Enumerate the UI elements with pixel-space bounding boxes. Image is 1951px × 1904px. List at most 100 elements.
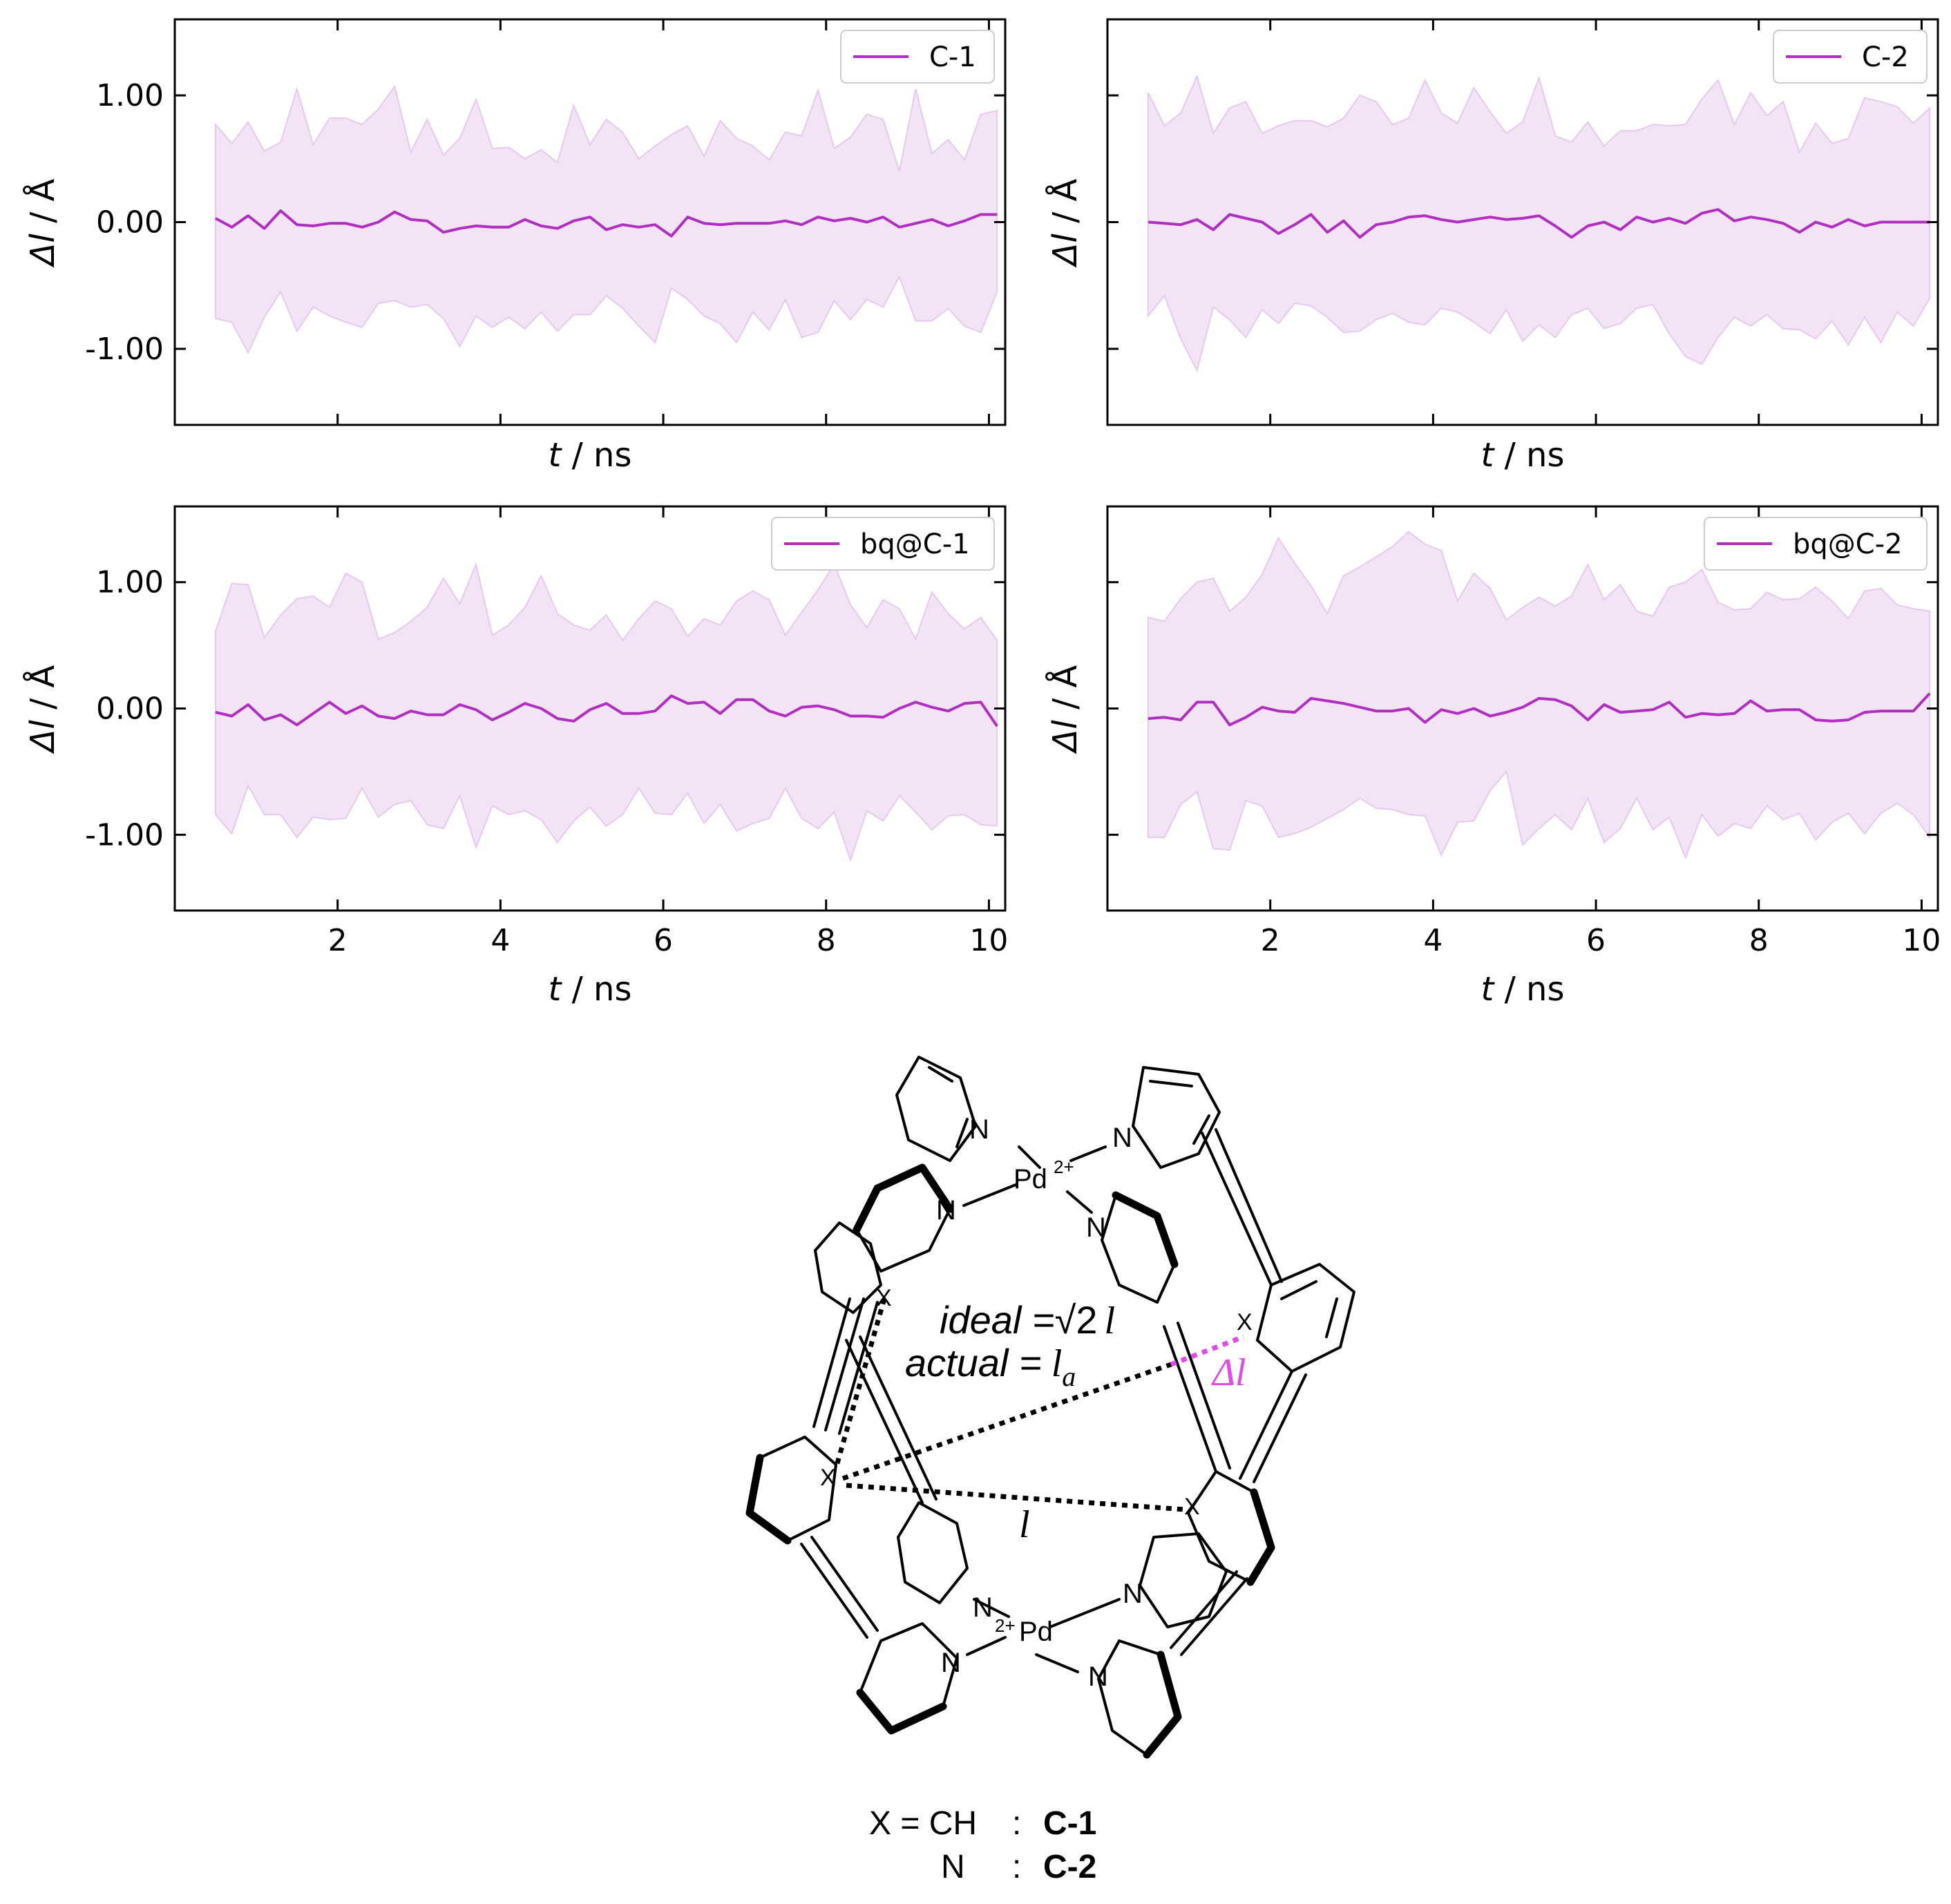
legend-label: bq@C-2 [1793, 529, 1903, 560]
cage-structure-diagram: N N N N Pd 2+ N N N N 2+ Pd X X X X idea… [745, 1056, 1355, 1759]
chart-panel-3: 2 4 6 8 10 1.00 0.00 -1.00 t / ns Δl / Å bq@C-1 [23, 505, 1008, 1009]
l-label: l [1019, 1503, 1030, 1546]
x-axis-label: t / ns [1481, 970, 1565, 1009]
y-tick-label: -1.00 [85, 817, 164, 853]
caption-line2-right: C-2 [1043, 1849, 1096, 1885]
x-tick-label: 6 [654, 923, 673, 958]
pyridine-ring-center-right [1139, 1532, 1228, 1628]
actual-prefix: actual = [905, 1341, 1042, 1384]
atom-pd-bottom-charge: 2+ [995, 1615, 1016, 1636]
y-axis-label-unit: / Å [1045, 178, 1085, 234]
y-axis-label: Δl / Å [1045, 178, 1085, 268]
x-tick-label: 6 [1586, 923, 1606, 958]
y-axis-label-unit: / Å [23, 178, 62, 234]
bonds [745, 1056, 1355, 1759]
pyridine-ring-front-right [1101, 1194, 1176, 1304]
x-tick-label: 4 [491, 923, 510, 958]
x-tick-label: 8 [1749, 923, 1769, 958]
atom-x-4: X [1184, 1494, 1200, 1520]
atom-pd-top: Pd [1013, 1164, 1047, 1194]
caption-line1-sep: : [1012, 1805, 1021, 1842]
std-band [1147, 74, 1931, 372]
y-axis-label: Δl / Å [1045, 665, 1085, 754]
benzene-ring-left-back [814, 1221, 882, 1314]
x-axis-label-var: t [1481, 436, 1496, 475]
atom-n-3: N [936, 1195, 956, 1226]
x-tick-label: 2 [1261, 923, 1280, 958]
caption-line1-left: X = CH [869, 1805, 977, 1842]
chart-panel-4: 2 4 6 8 10 t / ns Δl / Å bq@C-2 [1045, 505, 1941, 1009]
legend-box [1704, 517, 1928, 571]
caption: X = CH : C-1 N : C-2 [869, 1805, 1096, 1885]
distance-lines [833, 1298, 1186, 1512]
caption-line2-left: N [941, 1849, 965, 1885]
delta-l-label: Δl [1211, 1351, 1246, 1394]
mean-line [214, 209, 998, 238]
x-tick-label: 10 [969, 923, 1008, 958]
y-tick-label: 1.00 [96, 78, 164, 113]
distance-ideal [833, 1298, 887, 1469]
benzene-ring-right-upper [1256, 1263, 1355, 1373]
x-axis-label-unit: / ns [561, 436, 631, 475]
y-tick-label: 0.00 [96, 205, 164, 240]
x-axis-label-unit: / ns [1494, 970, 1564, 1009]
y-tick-label: -1.00 [85, 332, 164, 367]
std-band [214, 562, 998, 863]
x-axis-label-var: t [549, 436, 563, 475]
x-axis-label-unit: / ns [561, 970, 631, 1009]
legend-label: C-2 [1862, 41, 1909, 73]
ideal-var: l [1104, 1300, 1115, 1342]
y-axis-label-var: Δl [23, 234, 62, 269]
x-tick-label: 4 [1423, 923, 1443, 958]
pyridine-ring-top-right [1132, 1066, 1221, 1169]
x-axis-label: t / ns [549, 436, 632, 475]
chart-panel-2: t / ns Δl / Å C-2 [1045, 18, 1939, 475]
legend-label: C-1 [929, 41, 976, 73]
legend: bq@C-1 [771, 517, 995, 571]
y-axis-label-unit: / Å [1045, 665, 1085, 720]
x-tick-label: 8 [817, 923, 836, 958]
chart-panel-1: 1.00 0.00 -1.00 t / ns Δl / Å C-1 [23, 18, 1007, 475]
distance-actual [841, 1362, 1172, 1481]
chart-grid: 1.00 0.00 -1.00 t / ns Δl / Å C-1 t / ns Δl / Å… [23, 18, 1941, 1009]
legend: bq@C-2 [1704, 517, 1928, 571]
distance-delta [1170, 1334, 1245, 1367]
x-axis-label-var: t [549, 970, 563, 1009]
actual-label: actual = la [905, 1341, 1076, 1392]
atom-n-2: N [1112, 1123, 1132, 1153]
y-axis-label-var: Δl [1046, 720, 1085, 755]
std-band [214, 84, 998, 354]
x-axis-label: t / ns [1481, 436, 1565, 475]
y-axis-label: Δl / Å [23, 178, 62, 268]
atom-x-3: X [820, 1465, 836, 1491]
x-tick-label: 2 [328, 923, 348, 958]
mean-line [1148, 692, 1931, 727]
x-tick-label: 10 [1902, 923, 1941, 958]
atom-n-7: N [941, 1648, 961, 1678]
mean-line [215, 694, 998, 727]
atom-x-2: X [1237, 1309, 1253, 1335]
y-axis-label-var: Δl [23, 720, 62, 755]
atom-n-6: N [1123, 1579, 1143, 1609]
ideal-value: √2 [1055, 1298, 1098, 1342]
legend-box [771, 517, 995, 571]
actual-sub: a [1062, 1361, 1076, 1392]
caption-line2-sep: : [1012, 1849, 1021, 1885]
atom-n-8: N [1088, 1662, 1108, 1692]
std-band [1147, 531, 1931, 859]
legend: C-1 [840, 30, 995, 84]
x-axis-label: t / ns [549, 970, 632, 1009]
y-axis-label-unit: / Å [23, 665, 62, 720]
x-axis-label-var: t [1481, 970, 1496, 1009]
atom-n-1: N [969, 1114, 989, 1145]
caption-line1-right: C-1 [1043, 1805, 1096, 1842]
actual-var: l [1051, 1342, 1063, 1385]
distance-l [846, 1483, 1186, 1512]
legend-box [840, 30, 995, 84]
x-axis-label-unit: / ns [1494, 436, 1564, 475]
mean-line [1148, 208, 1930, 239]
pyridine-ring-bottom-right [1097, 1639, 1179, 1756]
y-axis-label-var: Δl [1046, 234, 1085, 269]
atom-n-4: N [1086, 1212, 1106, 1243]
